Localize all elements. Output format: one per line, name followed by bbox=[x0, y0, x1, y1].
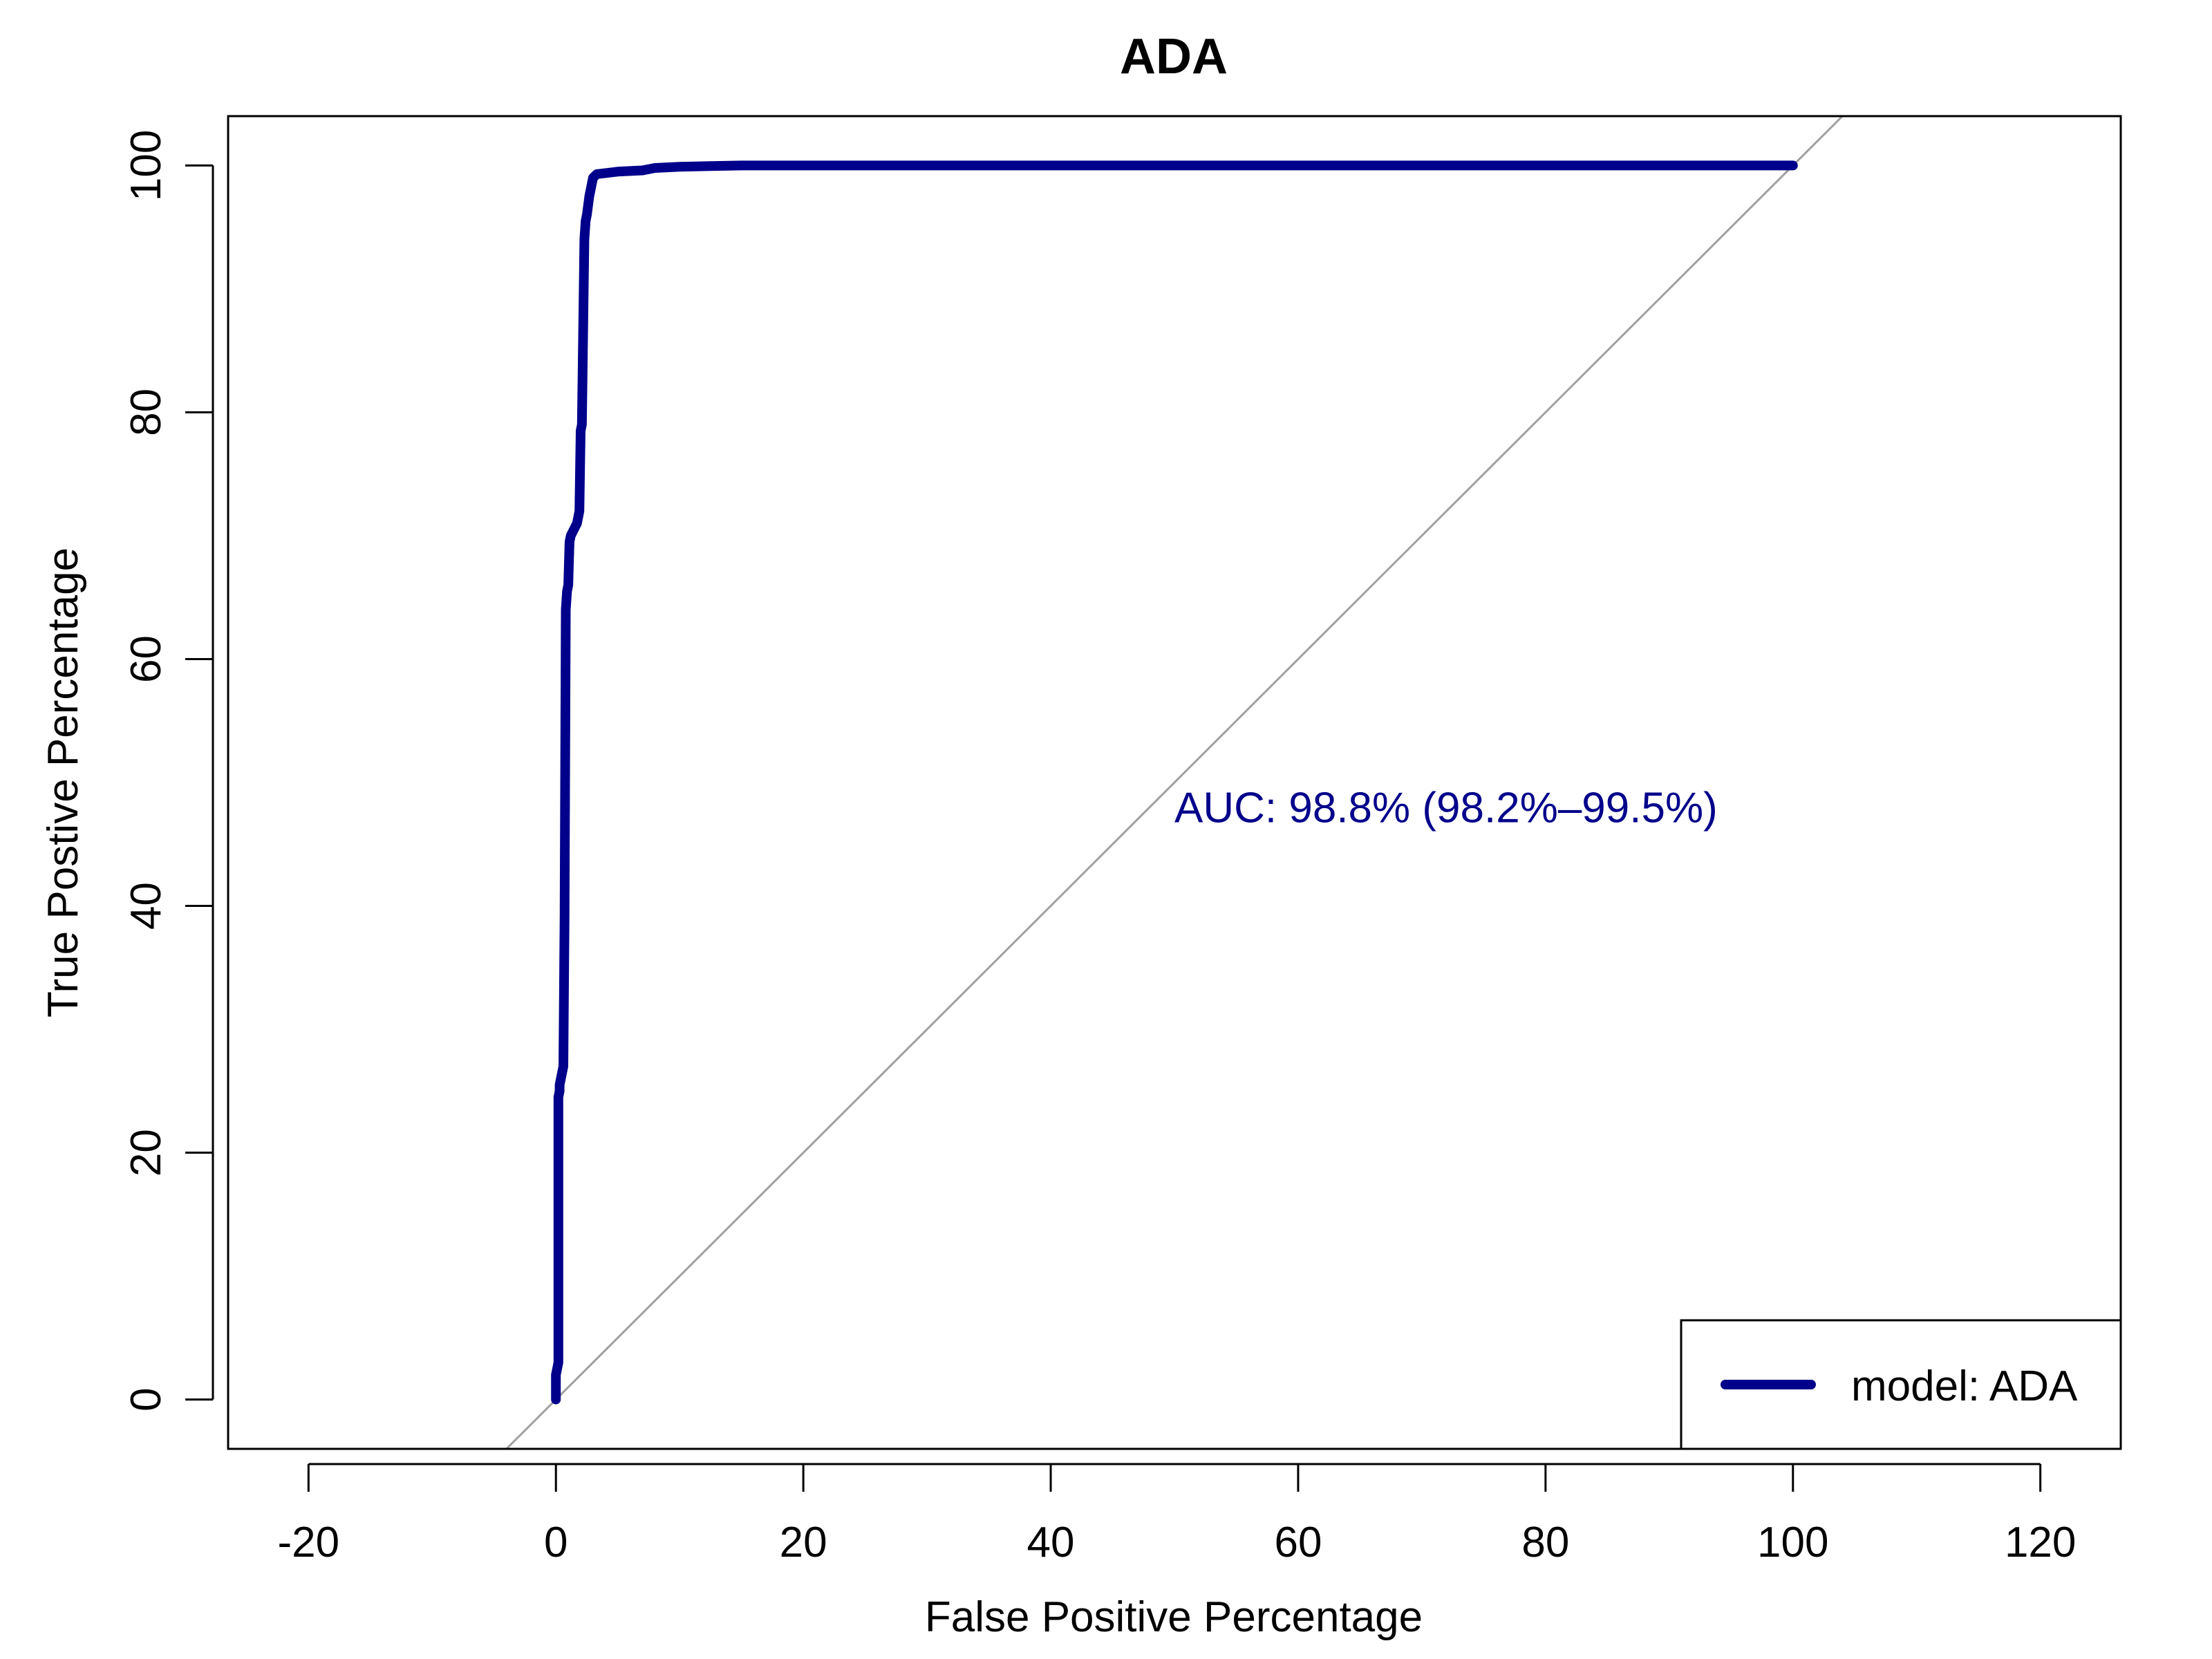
y-tick-label: 0 bbox=[122, 1387, 170, 1411]
y-tick-label: 60 bbox=[122, 635, 170, 683]
y-axis-label: True Postive Percentage bbox=[39, 547, 87, 1018]
y-tick-label: 80 bbox=[122, 388, 170, 436]
y-tick-label: 20 bbox=[122, 1129, 170, 1177]
reference-diagonal-line bbox=[505, 116, 1844, 1449]
roc-curve bbox=[551, 160, 1798, 1405]
x-tick-label: -20 bbox=[278, 1519, 340, 1566]
y-tick-label: 40 bbox=[122, 882, 170, 930]
x-tick-label: 40 bbox=[1027, 1519, 1075, 1566]
plot-frame bbox=[227, 115, 2122, 1450]
x-tick-label: 60 bbox=[1274, 1519, 1322, 1566]
x-axis: -20 0 20 40 60 80 100 120 bbox=[278, 1463, 2076, 1566]
x-tick-label: 0 bbox=[544, 1519, 568, 1566]
x-tick-label: 120 bbox=[2005, 1519, 2076, 1566]
y-tick-label: 100 bbox=[122, 130, 170, 201]
x-axis-label: False Positive Percentage bbox=[925, 1593, 1423, 1641]
x-tick-label: 20 bbox=[780, 1519, 827, 1566]
x-tick-label: 80 bbox=[1521, 1519, 1569, 1566]
legend: model: ADA bbox=[1680, 1319, 2122, 1450]
auc-annotation: AUC: 98.8% (98.2%–99.5%) bbox=[1174, 785, 1718, 832]
plot-area bbox=[505, 116, 1844, 1449]
y-axis: 0 20 40 60 80 100 bbox=[122, 130, 214, 1412]
x-tick-label: 100 bbox=[1757, 1519, 1828, 1566]
chart-title: ADA bbox=[1120, 29, 1228, 84]
legend-label: model: ADA bbox=[1851, 1362, 2078, 1410]
